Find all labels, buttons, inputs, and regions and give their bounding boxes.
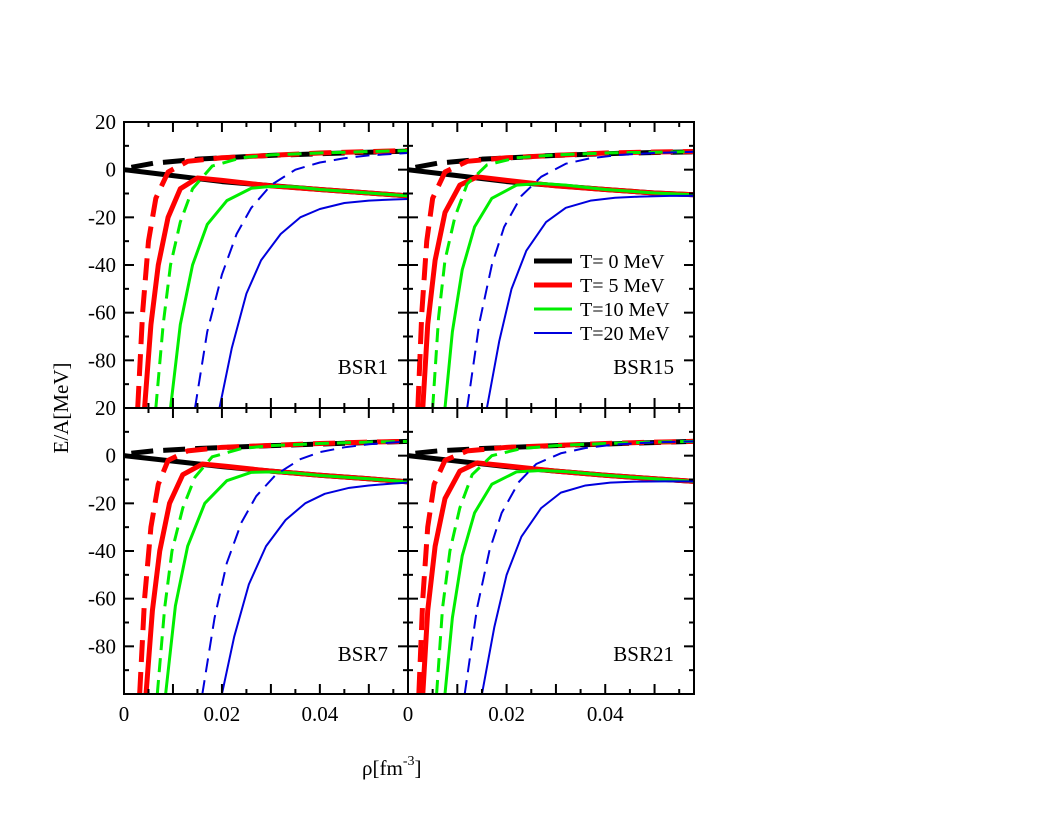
x-tick-label: 0.02	[488, 702, 525, 726]
y-tick-label: -80	[88, 634, 116, 658]
curve-bsr1-t20-solid	[218, 197, 408, 408]
curve-bsr7-t10-solid	[164, 470, 408, 694]
y-tick-label: -20	[88, 491, 116, 515]
panel-label-bsr15: BSR15	[613, 355, 674, 379]
y-tick-label: 20	[95, 110, 116, 134]
curve-bsr15-t20-dashed	[466, 150, 694, 408]
legend-label-t5: T= 5 MeV	[580, 275, 665, 297]
y-tick-label: 0	[106, 158, 117, 182]
curve-bsr7-t10-dashed	[155, 439, 408, 694]
curve-bsr1-t20-dashed	[194, 151, 408, 408]
curve-bsr21-t10-dashed	[435, 439, 694, 694]
curve-bsr21-t10-solid	[443, 468, 694, 694]
x-tick-label: 0	[119, 702, 130, 726]
legend-label-t20: T=20 MeV	[580, 323, 670, 345]
legend: T= 0 MeV T= 5 MeV T=10 MeV T=20 MeV	[534, 251, 670, 345]
panel-frames	[123, 121, 695, 695]
curve-bsr1-t10-dashed	[154, 149, 408, 408]
x-tick-label: 0.02	[204, 702, 241, 726]
curve-bsr21-t20-solid	[480, 480, 694, 694]
x-tick-label: 0.04	[301, 702, 338, 726]
y-tick-label: 0	[106, 444, 117, 468]
y-tick-label: -40	[88, 253, 116, 277]
x-tick-label: 0	[403, 702, 414, 726]
y-tick-label: -20	[88, 205, 116, 229]
panel-bsr1	[124, 148, 408, 408]
curve-bsr1-t5-dashed	[135, 148, 408, 408]
curve-bsr1-t10-solid	[169, 184, 408, 408]
curve-bsr15-t10-dashed	[431, 150, 694, 408]
legend-label-t10: T=10 MeV	[580, 299, 670, 321]
y-tick-label: -60	[88, 587, 116, 611]
x-axis-title-base: ρ[fm	[362, 756, 403, 780]
curve-bsr15-t10-solid	[443, 181, 694, 408]
y-tick-label: -40	[88, 539, 116, 563]
x-axis-title-exponent: -3	[403, 754, 415, 769]
panel-bsr15	[408, 149, 694, 408]
curve-bsr15-t20-solid	[485, 194, 694, 408]
panel-label-bsr21: BSR21	[613, 642, 674, 666]
panel-bsr7	[124, 438, 408, 694]
x-axis-title-close: ]	[414, 756, 421, 780]
y-tick-label: -80	[88, 348, 116, 372]
panel-bsr21	[408, 438, 694, 694]
tick-labels: 0 0 0.02 0.02 0.04 0.04 20 0 -20 -40 -60 -80 20 0 -20 -…	[88, 110, 624, 726]
x-axis-title: ρ[fm-3]	[362, 754, 421, 780]
panel-label-bsr1: BSR1	[338, 355, 388, 379]
x-tick-label: 0.04	[587, 702, 624, 726]
legend-label-t0: T= 0 MeV	[580, 251, 665, 273]
y-tick-label: 20	[95, 396, 116, 420]
curve-bsr21-t5-dashed	[416, 438, 694, 694]
curve-bsr15-t5-dashed	[415, 149, 694, 408]
curve-bsr7-t20-dashed	[201, 440, 408, 694]
panel-label-bsr7: BSR7	[338, 642, 388, 666]
curve-bsr7-t5-dashed	[137, 438, 408, 694]
curve-bsr21-t20-dashed	[463, 440, 694, 694]
y-tick-label: -60	[88, 301, 116, 325]
curve-bsr7-t20-solid	[220, 481, 408, 694]
y-axis-title: E/A[MeV]	[49, 363, 73, 454]
